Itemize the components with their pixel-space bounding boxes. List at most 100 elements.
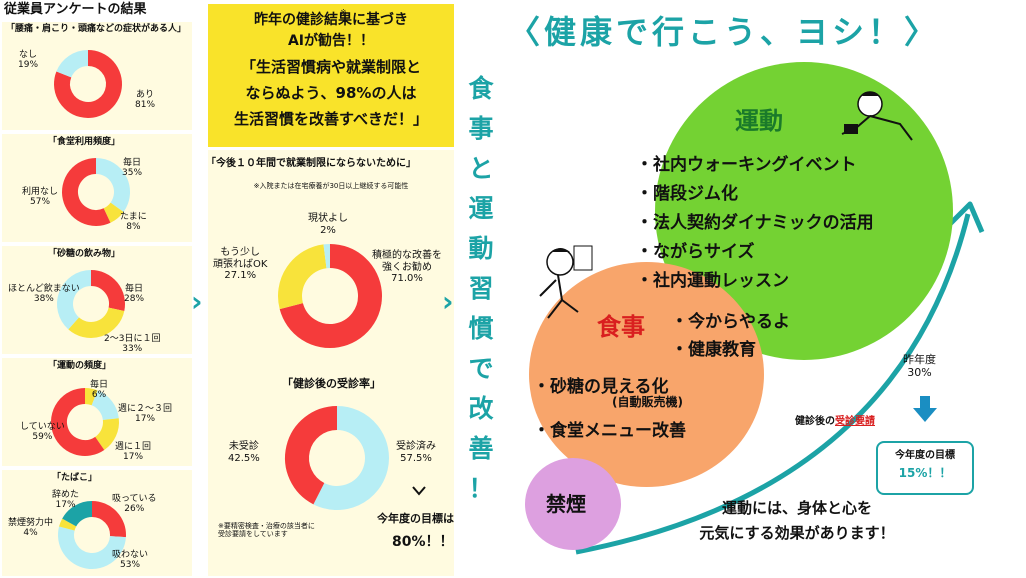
vertical-char: 善 xyxy=(468,434,494,463)
exercise-item: ・ながらサイズ xyxy=(636,242,755,262)
donut-slice xyxy=(285,406,338,505)
survey-label-1-yes: あり 81% xyxy=(135,90,156,111)
smoke-title: 禁煙 xyxy=(546,492,586,516)
vertical-char: と xyxy=(468,154,494,183)
vertical-char: 動 xyxy=(468,234,494,263)
donut-slice xyxy=(58,526,126,569)
donut-slice xyxy=(68,307,125,338)
rate-prev: 昨年度 30% xyxy=(903,353,936,379)
exercise-item: ・階段ジム化 xyxy=(636,184,738,204)
donut-slice xyxy=(103,202,124,223)
survey-chart-title-5: 「たばこ」 xyxy=(52,473,98,483)
survey-label-5-smoking: 吸っている 26% xyxy=(112,494,157,515)
ai-goal-label: 今年度の目標は xyxy=(377,512,454,525)
arrow-2: › xyxy=(442,285,454,318)
donut-slice xyxy=(59,518,77,531)
vertical-char: 改 xyxy=(468,394,494,423)
survey-label-3-rarely: ほとんど飲まない 38% xyxy=(8,284,80,305)
survey-label-2-daily: 毎日 35% xyxy=(122,158,143,179)
rate-goal-box xyxy=(876,441,974,495)
rate-caption: 健診後の受診要請 xyxy=(795,416,875,427)
survey-label-5-non: 吸わない 53% xyxy=(112,550,149,571)
survey-donut-1 xyxy=(54,50,122,118)
survey-label-3-daily: 毎日 28% xyxy=(124,284,145,305)
person-running-illustration xyxy=(539,245,593,319)
food-circle xyxy=(529,262,764,487)
survey-label-5-trying: 禁煙努力中 4% xyxy=(8,518,54,539)
food-item-sugar: ・砂糖の見える化 xyxy=(533,377,669,397)
ai-chart2-title: 「健診後の受診率」 xyxy=(282,377,381,390)
donut-slice xyxy=(57,270,92,330)
vertical-char: 慣 xyxy=(468,314,494,343)
donut-slice xyxy=(56,50,89,78)
ai-donut-1 xyxy=(278,244,382,348)
donut-slice xyxy=(51,388,105,456)
food-title: 食事 xyxy=(597,313,645,341)
survey-chart-title-1: 「腰痛・肩こり・頭痛などの症状がある人」 xyxy=(6,24,187,34)
survey-donut-4 xyxy=(51,388,119,456)
ai-label-visited: 受診済み 57.5% xyxy=(396,441,436,464)
ai-donut-2 xyxy=(285,406,389,510)
donut-slice xyxy=(91,390,119,421)
smoke-circle xyxy=(525,458,621,550)
survey-chart-title-4: 「運動の頻度」 xyxy=(48,361,112,371)
donut-slice xyxy=(94,418,119,451)
donut-slice xyxy=(95,158,130,212)
ai-line-1: 昨年の健診結果に基づき xyxy=(254,12,408,28)
person-exercise-illustration xyxy=(841,91,913,141)
survey-donut-5 xyxy=(58,501,126,569)
ai-recommend-box xyxy=(208,4,454,147)
donut-slice xyxy=(279,244,382,348)
vertical-char: 習 xyxy=(468,274,494,303)
chevron-down-icon xyxy=(412,486,426,496)
ai-label-almost: もう少し 頑張ればOK 27.1% xyxy=(213,247,268,281)
food-item: ・健康教育 xyxy=(671,340,756,360)
food-item: ・今からやるよ xyxy=(671,312,790,332)
donut-slice xyxy=(54,50,122,118)
footer-line-2: 元気にする効果があります！ xyxy=(699,524,895,542)
survey-chart-title-2: 「食堂利用頻度」 xyxy=(48,137,121,147)
survey-label-5-quit: 辞めた 17% xyxy=(52,490,80,511)
donut-slice xyxy=(278,244,328,310)
survey-label-4-weekly: 週に１回 17% xyxy=(115,442,152,463)
survey-label-3-every-few: 2～3日に１回 33% xyxy=(104,334,161,355)
donut-slice xyxy=(62,501,93,527)
survey-donut-3 xyxy=(57,270,125,338)
arrow-down-icon xyxy=(913,396,937,422)
ai-chart1-note: ※入院または在宅療養が30日以上継続する可能性 xyxy=(253,182,409,190)
donut-slice xyxy=(91,501,126,538)
ai-label-good: 現状よし 2% xyxy=(308,213,348,236)
headline: 〈健康で行こう、ヨシ！〉 xyxy=(508,13,941,51)
survey-label-4-daily: 毎日 6% xyxy=(90,380,109,401)
ai-label-improve: 積極的な改善を 強くお勧め 71.0% xyxy=(372,250,442,284)
survey-title: 従業員アンケートの結果 xyxy=(4,2,147,17)
donut-slice xyxy=(90,270,125,311)
footer-line-1: 運動には、身体と心を xyxy=(721,499,872,517)
donut-slice xyxy=(313,406,389,510)
exercise-item: ・法人契約ダイナミックの活用 xyxy=(636,213,874,233)
survey-label-4-none: していない 59% xyxy=(20,422,65,443)
survey-label-2-sometimes: たまに 8% xyxy=(120,212,147,233)
vertical-char: 事 xyxy=(468,114,494,143)
exercise-item: ・社内運動レッスン xyxy=(636,271,789,291)
donut-slice xyxy=(84,388,98,406)
survey-label-2-none: 利用なし 57% xyxy=(22,187,59,208)
exercise-item: ・社内ウォーキングイベント xyxy=(636,155,857,175)
survey-chart-title-3: 「砂糖の飲み物」 xyxy=(48,249,121,259)
rate-goal-value: 15%！！ xyxy=(898,466,952,480)
ai-label-unvisited: 未受診 42.5% xyxy=(228,441,260,464)
survey-donut-2 xyxy=(62,158,130,226)
survey-label-1-none: なし 19% xyxy=(18,50,39,71)
survey-label-4-2-3: 週に２～３回 17% xyxy=(118,404,173,425)
vertical-char: で xyxy=(468,354,494,383)
vertical-char: 運 xyxy=(468,194,494,223)
ai-line-5: 生活習慣を改善すべきだ！」 xyxy=(234,110,428,128)
food-item-sugar-sub: (自動販売機) xyxy=(612,395,683,409)
ai-goal-value: 80%！！ xyxy=(392,534,454,550)
vertical-char: 食 xyxy=(468,74,494,103)
ai-note-mark: ※ xyxy=(340,8,347,17)
vertical-char: ！ xyxy=(468,474,494,503)
ai-chart1-title: 「今後１０年間で就業制限にならないために」 xyxy=(206,158,416,169)
donut-slice xyxy=(62,158,111,226)
ai-line-4: ならぬよう、98%の人は xyxy=(245,84,417,102)
